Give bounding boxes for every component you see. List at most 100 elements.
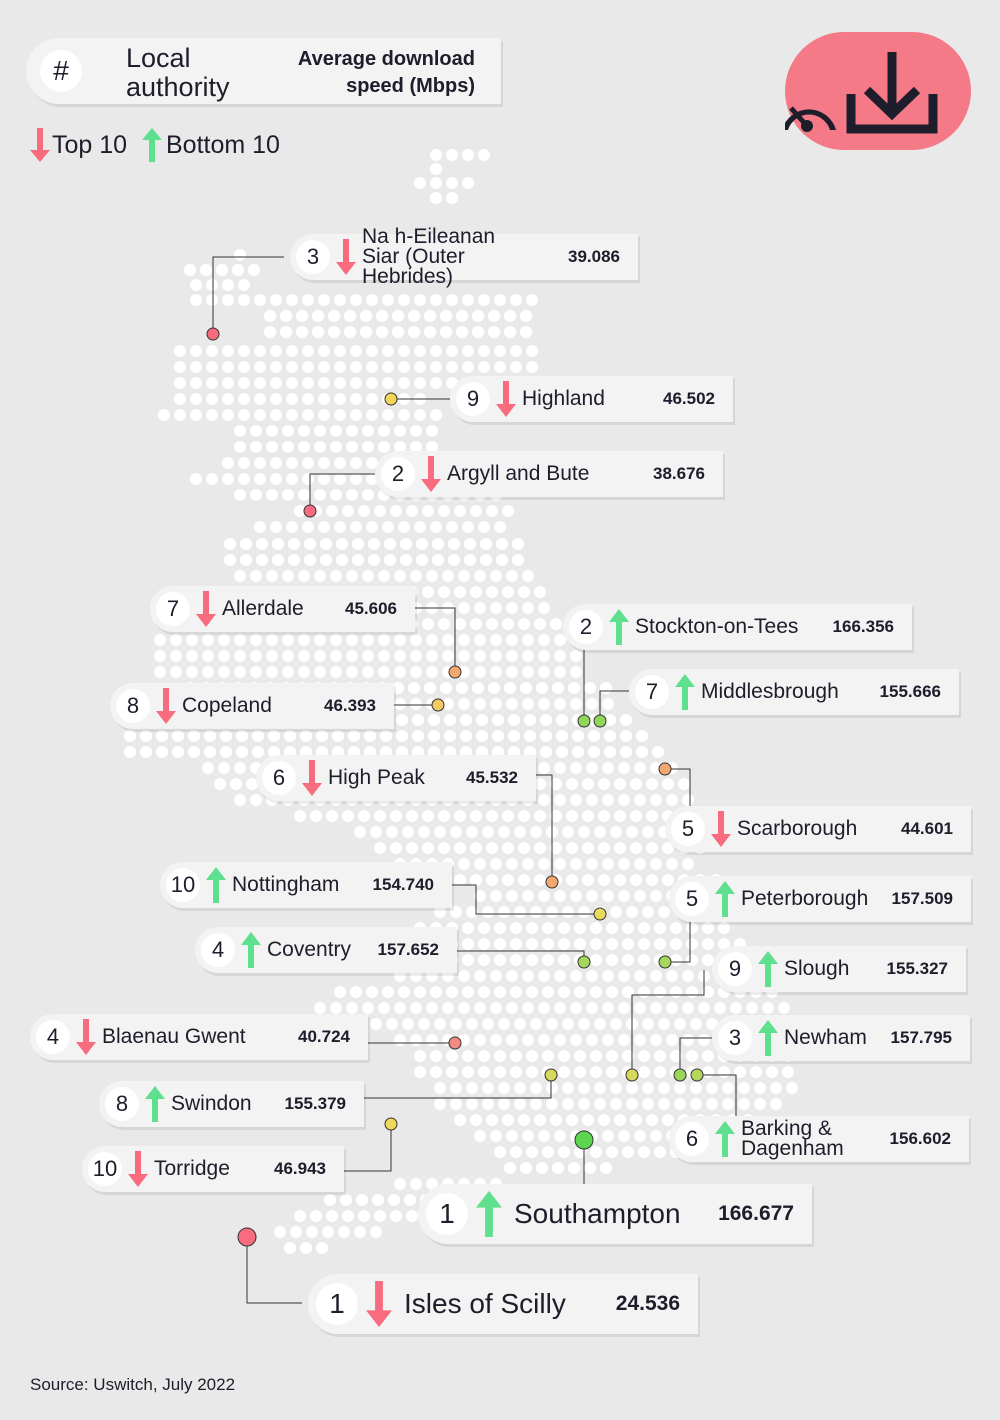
- arrow-down-icon: [302, 760, 322, 796]
- header-card: # Local authority Average download speed…: [26, 38, 501, 104]
- entry-card-highland: 9 Highland 46.502: [450, 376, 733, 422]
- location-marker: [544, 1068, 558, 1082]
- speed-value: 45.606: [345, 599, 397, 618]
- entry-card-nottingham: 10 Nottingham 154.740: [160, 862, 452, 908]
- rank-number: 4: [201, 933, 235, 967]
- entry-card-southampton: 1 Southampton 166.677: [418, 1184, 812, 1244]
- header-local-authority: Local authority: [126, 43, 230, 102]
- location-marker: [384, 1117, 398, 1131]
- location-markers: [206, 327, 704, 1247]
- rank-number: 9: [456, 382, 490, 416]
- authority-name: Coventry: [267, 938, 352, 961]
- entry-card-scarborough: 5 Scarborough 44.601: [665, 806, 971, 852]
- arrow-down-icon: [196, 591, 216, 627]
- speed-value: 44.601: [901, 819, 953, 838]
- arrow-up-icon: [758, 951, 778, 987]
- authority-name: Highland: [522, 387, 605, 410]
- authority-name: Slough: [784, 957, 850, 980]
- location-marker: [431, 698, 445, 712]
- entry-card-allerdale: 7 Allerdale 45.606: [150, 586, 415, 632]
- authority-name: Copeland: [182, 694, 272, 717]
- legend-bottom-label: Bottom 10: [166, 130, 280, 159]
- rank-number: 1: [426, 1193, 468, 1235]
- rank-number: 7: [635, 675, 669, 709]
- speed-value: 157.652: [377, 940, 439, 959]
- location-marker: [303, 504, 317, 518]
- authority-name: Blaenau Gwent: [102, 1025, 246, 1048]
- entry-card-stockton: 2 Stockton-on-Tees 166.356: [563, 604, 912, 650]
- rank-number: 10: [88, 1152, 122, 1186]
- arrow-up-icon: [142, 128, 162, 162]
- speed-value: 156.602: [889, 1129, 951, 1148]
- arrow-down-icon: [128, 1151, 148, 1187]
- arrow-up-icon: [715, 881, 735, 917]
- location-marker: [593, 714, 607, 728]
- speed-value: 38.676: [653, 464, 705, 483]
- location-marker: [574, 1130, 594, 1150]
- entry-card-torridge: 10 Torridge 46.943: [82, 1146, 344, 1192]
- speed-value: 154.740: [372, 875, 434, 894]
- download-icon: [846, 52, 938, 134]
- arrow-up-icon: [241, 932, 261, 968]
- entry-card-coventry: 4 Coventry 157.652: [195, 927, 457, 973]
- authority-name: Torridge: [154, 1157, 230, 1180]
- speed-value: 45.532: [466, 768, 518, 787]
- legend-bottom: Bottom 10: [142, 128, 280, 162]
- arrow-down-icon: [366, 1281, 392, 1327]
- speed-value: 46.393: [324, 696, 376, 715]
- speed-value: 166.677: [718, 1202, 794, 1225]
- rank-number: 8: [105, 1087, 139, 1121]
- location-marker: [577, 955, 591, 969]
- speed-value: 46.502: [663, 389, 715, 408]
- entry-card-copeland: 8 Copeland 46.393: [110, 683, 394, 729]
- rank-number: 9: [718, 952, 752, 986]
- rank-number: 2: [381, 457, 415, 491]
- speed-value: 155.327: [886, 959, 948, 978]
- authority-name: Peterborough: [741, 887, 869, 910]
- download-speed-badge: [782, 32, 971, 150]
- arrow-down-icon: [30, 128, 50, 162]
- arrow-down-icon: [76, 1019, 96, 1055]
- authority-name: Barking & Dagenham: [741, 1117, 844, 1160]
- entry-card-barking: 6 Barking & Dagenham 156.602: [669, 1116, 969, 1162]
- rank-number: 7: [156, 592, 190, 626]
- speed-value: 46.943: [274, 1159, 326, 1178]
- rank-number: 2: [569, 610, 603, 644]
- location-marker: [658, 762, 672, 776]
- location-marker: [237, 1227, 257, 1247]
- arrow-down-icon: [421, 456, 441, 492]
- arrow-down-icon: [711, 811, 731, 847]
- authority-name: Nottingham: [232, 873, 340, 896]
- rank-number: 4: [36, 1020, 70, 1054]
- entry-card-middlesbrough: 7 Middlesbrough 155.666: [629, 669, 959, 715]
- rank-number: 8: [116, 689, 150, 723]
- entry-card-newham: 3 Newham 157.795: [712, 1015, 970, 1061]
- rank-number: 3: [718, 1021, 752, 1055]
- location-marker: [690, 1068, 704, 1082]
- arrow-down-icon: [336, 239, 356, 275]
- arrow-up-icon: [206, 867, 226, 903]
- speed-value: 157.509: [891, 889, 953, 908]
- entry-card-blaenau-gwent: 4 Blaenau Gwent 40.724: [30, 1014, 368, 1060]
- authority-name: Argyll and Bute: [447, 462, 590, 485]
- location-marker: [593, 907, 607, 921]
- speed-value: 155.666: [879, 682, 941, 701]
- authority-name: Scarborough: [737, 817, 858, 840]
- speed-value: 166.356: [832, 617, 894, 636]
- arrow-up-icon: [145, 1086, 165, 1122]
- speed-value: 155.379: [284, 1094, 346, 1113]
- speed-value: 39.086: [568, 247, 620, 266]
- rank-number: 1: [316, 1283, 358, 1325]
- location-marker: [658, 955, 672, 969]
- authority-name: Allerdale: [222, 597, 304, 620]
- arrow-down-icon: [156, 688, 176, 724]
- entry-card-peterborough: 5 Peterborough 157.509: [669, 876, 971, 922]
- authority-name: High Peak: [328, 766, 425, 789]
- header-average-speed: Average download speed (Mbps): [297, 48, 475, 97]
- entry-card-outer-hebrides: 3 Na h-Eileanan Siar (Outer Hebrides) 39.0…: [290, 226, 638, 287]
- hash-icon: #: [40, 50, 82, 92]
- arrow-up-icon: [609, 609, 629, 645]
- rank-number: 5: [675, 882, 709, 916]
- rank-number: 6: [262, 761, 296, 795]
- entry-card-scilly: 1 Isles of Scilly 24.536: [308, 1274, 698, 1334]
